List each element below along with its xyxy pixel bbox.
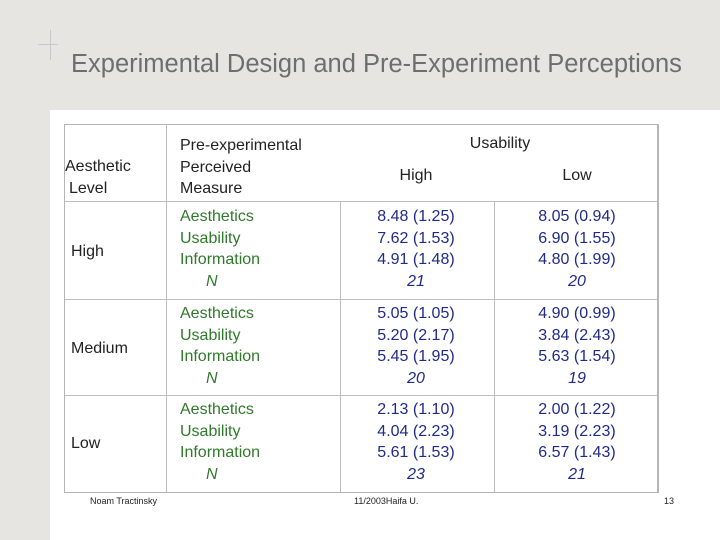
header-measure: Pre-experimental Perceived Measure xyxy=(180,137,302,197)
table-divider-col1 xyxy=(166,125,167,492)
row-measures: Aesthetics Usability Information N xyxy=(180,305,261,387)
row-level-medium: Medium xyxy=(71,340,128,357)
cell-high-usability: 5.05 (1.05) 5.20 (2.17) 5.45 (1.95) 20 xyxy=(377,305,455,387)
row-measures: Aesthetics Usability Information N xyxy=(180,401,261,483)
table-divider-row1 xyxy=(65,201,658,202)
decorative-line-vertical xyxy=(50,30,51,60)
table-divider-row2 xyxy=(65,299,658,300)
table-divider-col3 xyxy=(494,201,495,492)
header-high: High xyxy=(399,167,433,184)
footer-author: Noam Tractinsky xyxy=(90,496,158,506)
header-low: Low xyxy=(562,167,592,184)
slide-title: Experimental Design and Pre-Experiment P… xyxy=(71,50,682,78)
table-divider-row3 xyxy=(65,395,658,396)
decorative-line-horizontal xyxy=(38,44,58,45)
cell-low-usability: 2.00 (1.22) 3.19 (2.23) 6.57 (1.43) 21 xyxy=(538,401,616,483)
header-usability: Usability xyxy=(469,135,531,152)
footer-page-number: 13 xyxy=(664,496,675,506)
design-table xyxy=(64,124,659,493)
cell-low-usability: 4.90 (0.99) 3.84 (2.43) 5.63 (1.54) 19 xyxy=(538,305,616,387)
cell-high-usability: 8.48 (1.25) 7.62 (1.53) 4.91 (1.48) 21 xyxy=(377,208,455,290)
background-band-top xyxy=(0,0,720,110)
header-aesthetic-level: Aesthetic Level xyxy=(65,158,131,197)
table-divider-col2 xyxy=(340,201,341,492)
row-level-high: High xyxy=(71,243,104,260)
cell-low-usability: 8.05 (0.94) 6.90 (1.55) 4.80 (1.99) 20 xyxy=(538,208,616,290)
cell-high-usability: 2.13 (1.10) 4.04 (2.23) 5.61 (1.53) 23 xyxy=(377,401,455,483)
row-measures: Aesthetics Usability Information N xyxy=(180,208,261,290)
row-level-low: Low xyxy=(71,435,101,452)
footer-date-place: 11/2003Haifa U. xyxy=(354,496,419,506)
